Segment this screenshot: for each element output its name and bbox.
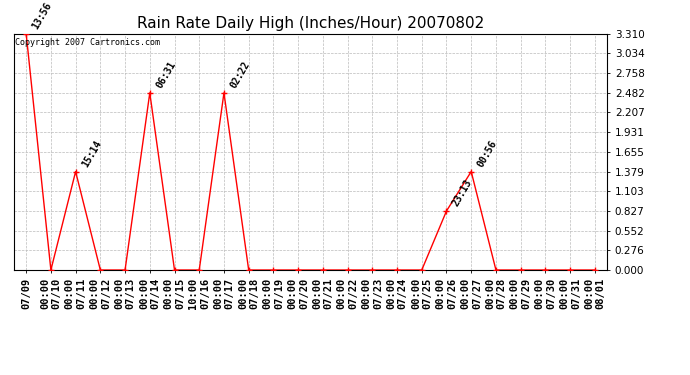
Text: 00:56: 00:56: [475, 138, 499, 169]
Text: 06:31: 06:31: [154, 60, 177, 90]
Text: 13:56: 13:56: [30, 0, 54, 31]
Text: 02:22: 02:22: [228, 60, 251, 90]
Text: Copyright 2007 Cartronics.com: Copyright 2007 Cartronics.com: [15, 39, 160, 48]
Text: 23:13: 23:13: [451, 178, 474, 208]
Title: Rain Rate Daily High (Inches/Hour) 20070802: Rain Rate Daily High (Inches/Hour) 20070…: [137, 16, 484, 31]
Text: 15:14: 15:14: [80, 138, 103, 169]
